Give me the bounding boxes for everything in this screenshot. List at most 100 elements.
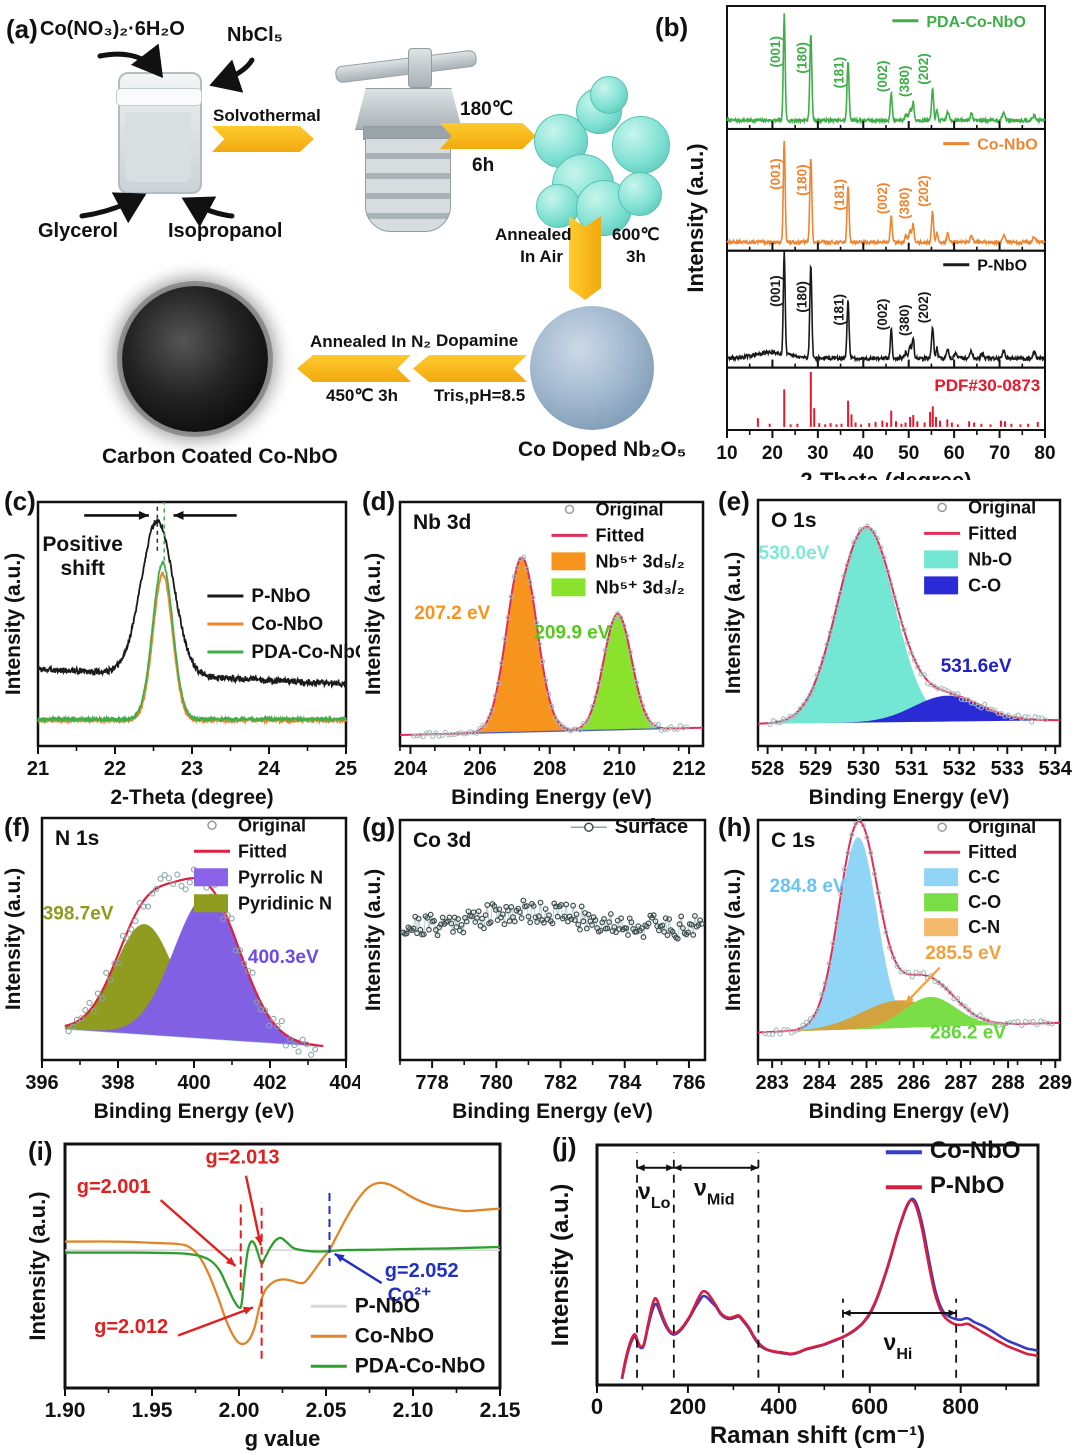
- co-doped-nb2o5-sphere: [530, 306, 654, 430]
- svg-text:2.10: 2.10: [393, 1399, 434, 1422]
- svg-text:(001): (001): [768, 275, 783, 307]
- svg-text:2.05: 2.05: [306, 1399, 347, 1422]
- svg-text:528: 528: [751, 758, 784, 780]
- anneal-air-label: Annealed In Air: [495, 225, 572, 267]
- anneal-n2-label: Annealed In N₂: [310, 332, 431, 351]
- svg-text:νMid: νMid: [694, 1174, 735, 1208]
- panel-letter-i: (i): [28, 1136, 53, 1166]
- svg-text:Co²⁺: Co²⁺: [388, 1284, 432, 1306]
- svg-text:g value: g value: [245, 1426, 321, 1451]
- svg-text:Binding Energy (eV): Binding Energy (eV): [809, 786, 1010, 809]
- svg-text:Original: Original: [238, 815, 306, 835]
- svg-text:530.0eV: 530.0eV: [759, 543, 830, 564]
- svg-text:288: 288: [991, 1072, 1024, 1094]
- svg-text:(181): (181): [832, 179, 847, 211]
- raman-chart: νLo νMid νHi Co-NbO P-NbO 0 200 400 600 800 Raman …: [540, 1132, 1080, 1455]
- svg-text:287: 287: [944, 1072, 977, 1094]
- svg-text:30: 30: [807, 443, 828, 464]
- svg-text:780: 780: [480, 1072, 513, 1094]
- svg-text:285.5 eV: 285.5 eV: [925, 943, 1001, 964]
- svg-text:778: 778: [415, 1072, 448, 1094]
- svg-text:207.2 eV: 207.2 eV: [414, 603, 490, 624]
- svg-text:PDF#30-0873: PDF#30-0873: [934, 376, 1040, 395]
- svg-text:800: 800: [942, 1394, 979, 1419]
- svg-text:Surface: Surface: [615, 816, 688, 838]
- svg-text:C 1s: C 1s: [771, 829, 815, 852]
- svg-text:(202): (202): [916, 175, 931, 207]
- svg-text:N 1s: N 1s: [55, 827, 99, 850]
- svg-text:(380): (380): [897, 65, 912, 97]
- svg-text:534: 534: [1039, 758, 1073, 780]
- svg-text:60: 60: [944, 443, 965, 464]
- svg-text:284: 284: [803, 1072, 837, 1094]
- svg-text:Intensity (a.u.): Intensity (a.u.): [722, 552, 745, 694]
- panel-letter-a: (a): [6, 14, 38, 44]
- panel-letter-h: (h): [718, 812, 752, 842]
- svg-text:Intensity (a.u.): Intensity (a.u.): [362, 553, 385, 695]
- svg-text:600: 600: [851, 1394, 888, 1419]
- autoclave-stem: [408, 48, 432, 88]
- xrd-patterns-chart: (001) (180) (181) (002) (380) (202) PDA-Co-NbO…: [645, 0, 1080, 480]
- xps-co3d-chart: Surface 778 780 782 784 786 Co 3d Binding Energ…: [360, 810, 720, 1140]
- svg-text:Intensity (a.u.): Intensity (a.u.): [362, 869, 385, 1011]
- svg-text:400: 400: [760, 1394, 797, 1419]
- svg-text:1.90: 1.90: [45, 1399, 86, 1422]
- panel-a-arrows: [79, 43, 255, 228]
- svg-text:Co-NbO: Co-NbO: [251, 614, 323, 635]
- svg-text:200: 200: [670, 1394, 707, 1419]
- svg-text:Intensity (a.u.): Intensity (a.u.): [2, 553, 25, 695]
- svg-text:O 1s: O 1s: [771, 509, 817, 532]
- svg-text:286: 286: [897, 1072, 930, 1094]
- svg-text:Co-NbO: Co-NbO: [355, 1324, 434, 1347]
- svg-text:398: 398: [101, 1072, 134, 1094]
- svg-text:Fitted: Fitted: [596, 525, 645, 545]
- svg-text:212: 212: [672, 758, 705, 780]
- svg-text:402: 402: [253, 1072, 286, 1094]
- svg-text:(002): (002): [875, 61, 890, 93]
- panel-letter-j: (j): [552, 1132, 577, 1162]
- svg-text:Intensity (a.u.): Intensity (a.u.): [722, 869, 745, 1011]
- xps-o1s-chart: 530.0eV 531.6eV Original Fitted Nb-O C-O 528 52…: [720, 482, 1080, 810]
- reagent-cobalt-nitrate-label: Co(NO₃)₂·6H₂O: [40, 18, 185, 40]
- svg-text:C-N: C-N: [968, 917, 1000, 937]
- svg-text:204: 204: [394, 758, 428, 780]
- svg-text:10: 10: [716, 443, 737, 464]
- svg-text:Binding Energy (eV): Binding Energy (eV): [94, 1100, 295, 1123]
- svg-text:80: 80: [1034, 443, 1055, 464]
- svg-text:Co-NbO: Co-NbO: [930, 1137, 1021, 1164]
- reagent-glycerol-label: Glycerol: [38, 220, 119, 242]
- svg-text:210: 210: [603, 758, 636, 780]
- product2-label: Carbon Coated Co-NbO: [102, 445, 338, 468]
- svg-text:24: 24: [258, 758, 281, 780]
- svg-text:(180): (180): [795, 42, 810, 74]
- svg-text:P-NbO: P-NbO: [355, 1294, 420, 1317]
- svg-text:Pyridinic N: Pyridinic N: [238, 893, 332, 913]
- svg-text:209.9 eV: 209.9 eV: [534, 623, 610, 644]
- svg-text:Fitted: Fitted: [238, 841, 287, 861]
- svg-text:206: 206: [463, 758, 496, 780]
- vial-liquid: [125, 112, 191, 182]
- svg-text:P-NbO: P-NbO: [251, 586, 310, 607]
- xps-c1s-chart: 284.8 eV 285.5 eV 286.2 eV Original Fitted C-…: [720, 810, 1080, 1140]
- svg-text:Co-NbO: Co-NbO: [977, 137, 1037, 154]
- svg-text:(180): (180): [795, 164, 810, 196]
- svg-text:531.6eV: 531.6eV: [941, 656, 1012, 677]
- svg-text:PDA-Co-NbO: PDA-Co-NbO: [355, 1354, 486, 1377]
- panel-letter-d: (d): [362, 486, 396, 516]
- svg-text:Intensity (a.u.): Intensity (a.u.): [683, 143, 708, 292]
- svg-text:Raman shift (cm⁻¹): Raman shift (cm⁻¹): [710, 1422, 925, 1449]
- solvothermal-arrow-2: [440, 123, 536, 149]
- svg-text:786: 786: [672, 1072, 705, 1094]
- svg-text:Nb⁵⁺ 3d₃/₂: Nb⁵⁺ 3d₃/₂: [596, 577, 685, 597]
- anneal-air-conditions: 600℃ 3h: [612, 225, 660, 267]
- svg-text:(180): (180): [795, 281, 810, 313]
- svg-text:g=2.012: g=2.012: [94, 1316, 168, 1338]
- svg-text:Original: Original: [968, 497, 1036, 517]
- svg-text:530: 530: [847, 758, 880, 780]
- svg-text:νHi: νHi: [884, 1329, 913, 1363]
- svg-text:(001): (001): [768, 158, 783, 190]
- svg-text:(202): (202): [916, 53, 931, 85]
- svg-text:Binding Energy (eV): Binding Energy (eV): [452, 1100, 653, 1123]
- svg-text:782: 782: [544, 1072, 577, 1094]
